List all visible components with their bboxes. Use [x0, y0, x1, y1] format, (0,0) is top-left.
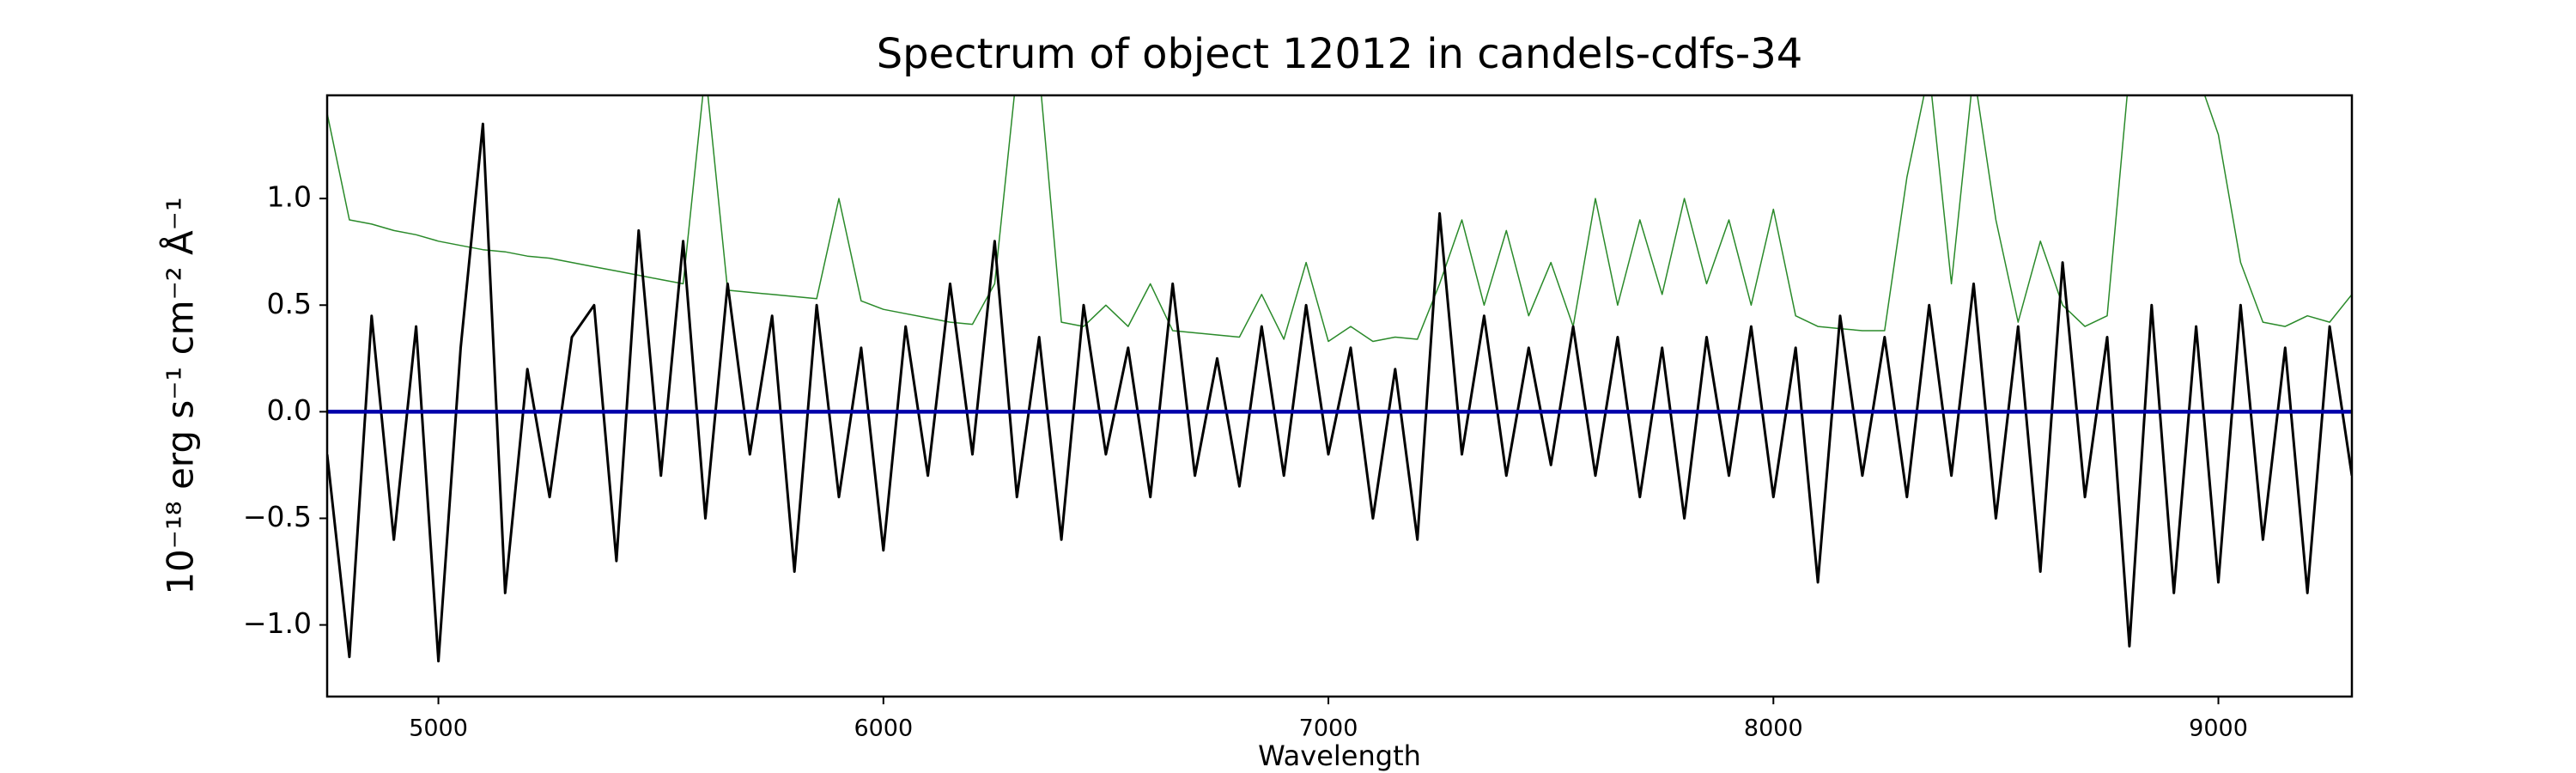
y-tick-label: 0.5	[267, 287, 312, 320]
x-axis-label: Wavelength	[1258, 740, 1421, 772]
y-tick-label: −1.0	[243, 606, 312, 640]
y-tick-label: 0.0	[267, 393, 312, 427]
x-tick-label: 8000	[1744, 715, 1803, 742]
x-tick-label: 6000	[854, 715, 913, 742]
chart-title: Spectrum of object 12012 in candels-cdfs…	[877, 30, 1803, 78]
x-tick-label: 5000	[409, 715, 468, 742]
spectrum-line	[327, 95, 2352, 343]
spectrum-line	[327, 122, 2352, 663]
y-axis-label: 10⁻¹⁸ erg s⁻¹ cm⁻² Å⁻¹	[159, 197, 202, 594]
y-tick-label: −0.5	[243, 500, 312, 533]
plot-area	[327, 95, 2352, 663]
x-tick-label: 9000	[2189, 715, 2248, 742]
y-tick-label: 1.0	[267, 180, 312, 214]
plot-frame	[325, 94, 2354, 698]
x-tick-label: 7000	[1299, 715, 1358, 742]
